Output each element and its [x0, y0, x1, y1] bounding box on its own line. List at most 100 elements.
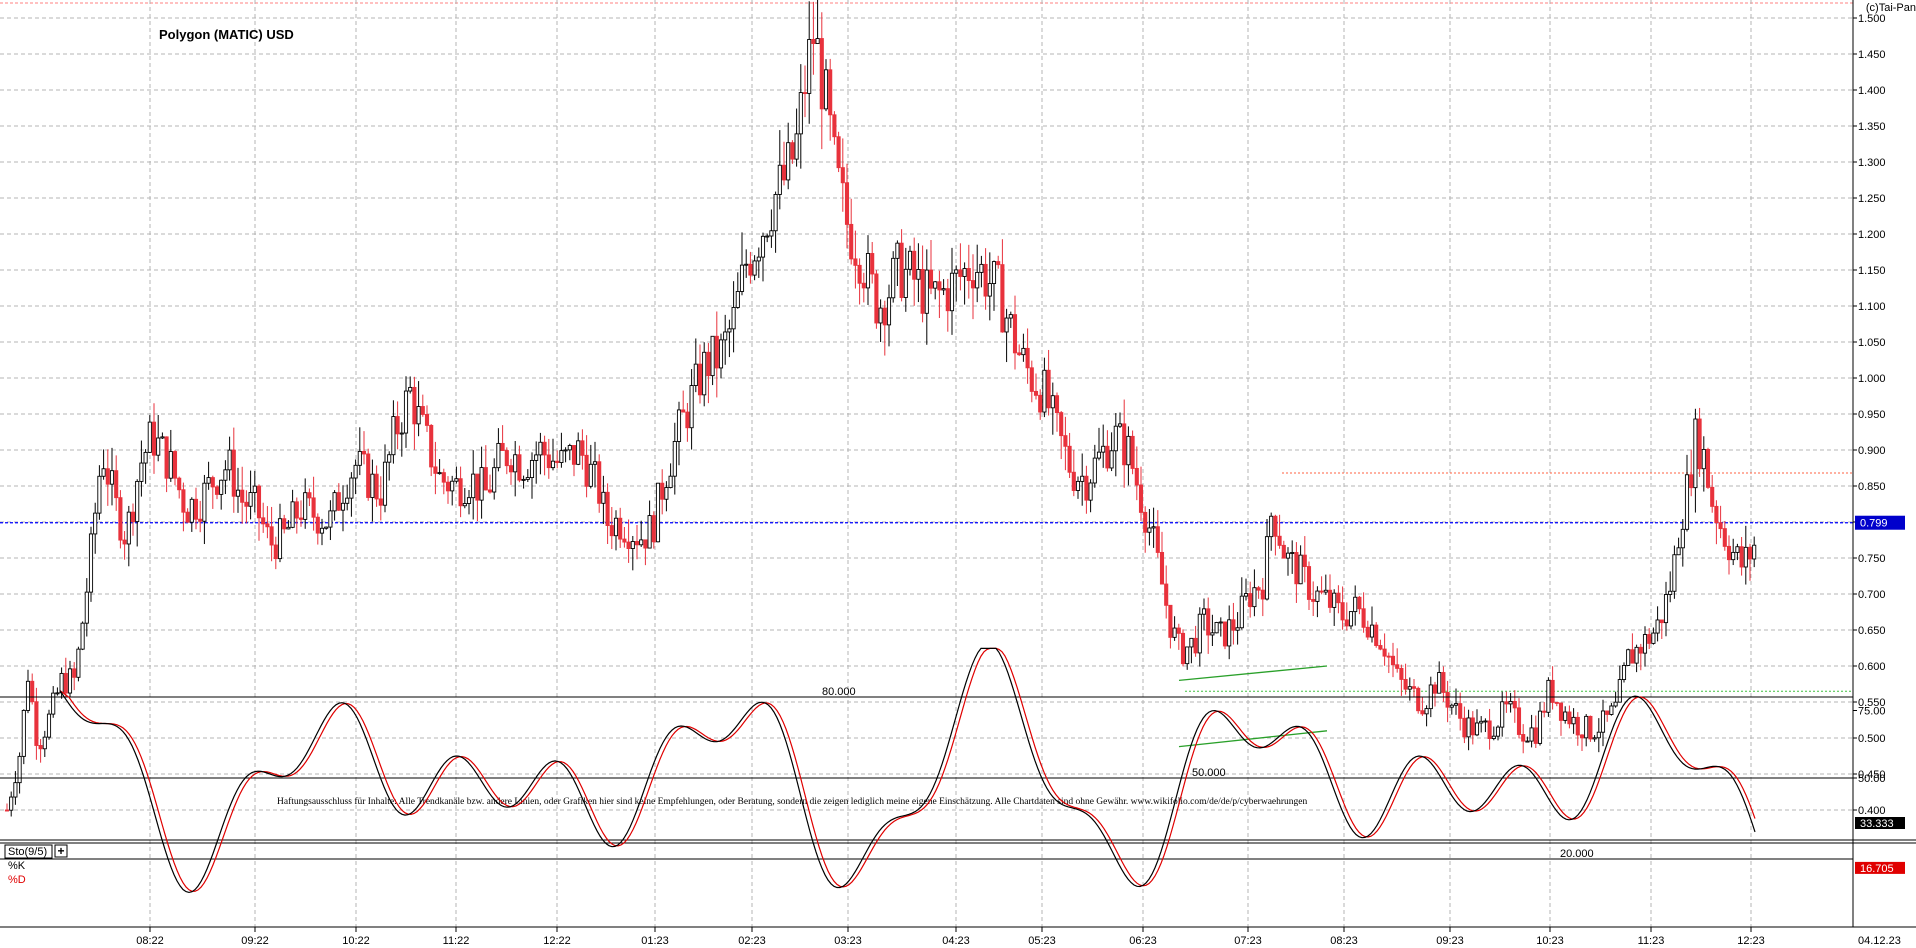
- candle: [1722, 521, 1727, 551]
- candle: [244, 490, 249, 524]
- candle: [1491, 726, 1496, 741]
- candle: [979, 255, 984, 288]
- candle: [1668, 571, 1673, 603]
- candle: [1642, 626, 1648, 667]
- candle: [706, 343, 711, 404]
- candle: [970, 254, 976, 320]
- stoch-level-label: 50.000: [1192, 767, 1226, 779]
- candle: [273, 536, 278, 570]
- candle: [1302, 536, 1307, 583]
- stochastic-panel: 80.000 50.000 20.000 75.00 50.00 33.333 16.705: [0, 647, 1905, 894]
- price-axis: 1.500 1.450 1.400 1.350 1.300 1.250 1.200 1.150…: [0, 0, 1916, 927]
- candle: [1336, 585, 1341, 614]
- candle: [1264, 518, 1270, 601]
- candle: [546, 438, 551, 479]
- candle: [1143, 506, 1148, 553]
- candle: [1651, 627, 1656, 645]
- candle: [366, 448, 371, 501]
- y-tick-label: 0.700: [1858, 589, 1886, 601]
- y-tick-label: 0.600: [1858, 661, 1886, 673]
- candle: [1752, 536, 1757, 568]
- candle: [1537, 702, 1543, 746]
- candle: [1386, 652, 1391, 674]
- candle: [886, 284, 892, 347]
- trendlines: [1178, 665, 1328, 748]
- candle: [626, 519, 631, 563]
- date-label: 04.12.23: [1858, 935, 1901, 947]
- candle: [143, 449, 148, 484]
- candle: [819, 12, 824, 150]
- candle: [38, 739, 43, 763]
- candle: [307, 488, 312, 507]
- candle: [840, 138, 845, 212]
- candle: [664, 481, 669, 512]
- candle: [685, 403, 690, 442]
- level-lines: [0, 472, 1853, 692]
- candle: [1701, 436, 1706, 492]
- candle: [559, 432, 564, 468]
- candle: [1714, 500, 1719, 545]
- d-value-tag: [1855, 861, 1905, 874]
- candle: [76, 646, 81, 682]
- candle: [836, 131, 841, 173]
- candle: [643, 539, 648, 566]
- candle: [1609, 702, 1614, 716]
- candle: [345, 484, 350, 511]
- candle: [328, 500, 333, 541]
- candle: [1638, 643, 1643, 671]
- candle: [420, 394, 425, 417]
- x-tick-label: 05:23: [1028, 935, 1056, 947]
- candle: [252, 470, 257, 513]
- candle: [907, 245, 913, 276]
- candle: [958, 243, 963, 291]
- candle: [290, 489, 295, 529]
- candle: [46, 709, 52, 740]
- candle: [1676, 537, 1681, 556]
- k-label: %K: [8, 860, 26, 872]
- candle: [1046, 349, 1051, 416]
- candle: [1025, 328, 1030, 384]
- candle: [1647, 628, 1652, 650]
- candle: [1243, 578, 1249, 601]
- candle: [1684, 454, 1690, 532]
- y-tick-label: 0.550: [1858, 697, 1886, 709]
- candle: [130, 503, 136, 536]
- candle: [324, 526, 329, 530]
- candle: [139, 440, 144, 497]
- y-tick-label: 0.400: [1858, 805, 1886, 817]
- candle: [1273, 514, 1278, 556]
- candle: [177, 476, 182, 499]
- candle: [878, 299, 883, 343]
- candle: [235, 467, 241, 513]
- candle: [1117, 412, 1123, 428]
- candle: [529, 452, 535, 499]
- candle: [1693, 408, 1698, 513]
- candle: [1210, 614, 1215, 647]
- candle: [1361, 592, 1366, 633]
- candle: [1092, 444, 1097, 488]
- candle: [504, 447, 509, 475]
- candle: [521, 475, 526, 489]
- candle: [1542, 702, 1547, 718]
- candle: [72, 662, 77, 691]
- candle: [941, 279, 946, 296]
- candle: [198, 500, 203, 533]
- candle: [1600, 699, 1606, 747]
- candle: [1500, 691, 1505, 737]
- candle: [1285, 547, 1291, 576]
- add-indicator-button[interactable]: [54, 844, 68, 858]
- candle: [857, 258, 862, 305]
- candle: [21, 709, 26, 765]
- candle: [597, 454, 602, 513]
- candle: [1269, 512, 1274, 551]
- candle: [882, 300, 887, 356]
- indicator-select[interactable]: [4, 844, 53, 859]
- candle: [916, 243, 921, 303]
- watermark: (c)Tai-Pan: [1866, 2, 1916, 14]
- candle: [1088, 479, 1093, 513]
- candle: [1071, 450, 1076, 497]
- candle: [1697, 407, 1702, 477]
- y-tick-label: 0.750: [1858, 553, 1886, 565]
- candle: [1096, 427, 1102, 461]
